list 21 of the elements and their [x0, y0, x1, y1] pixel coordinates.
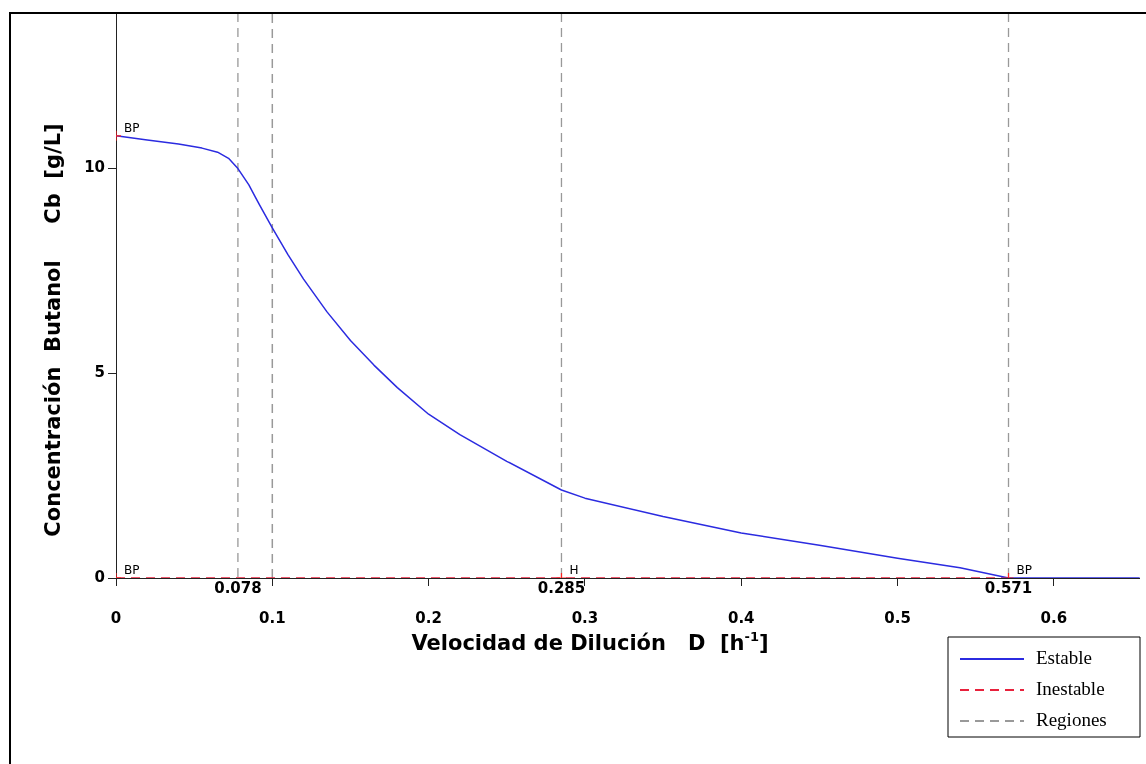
x-tick-label: 0.1 — [259, 608, 286, 627]
y-tick-label: 5 — [94, 363, 105, 382]
y-tick-label: 0 — [94, 567, 105, 586]
annotation: BP — [124, 120, 140, 135]
y-axis-title: Concentración Butanol Cb [g/L] — [41, 123, 66, 537]
ref-line-label: 0.078 — [214, 579, 262, 598]
annotation: BP — [124, 563, 140, 578]
x-tick-label: 0.6 — [1040, 608, 1068, 627]
annotation: H — [569, 563, 579, 578]
legend-label: Estable — [1036, 646, 1092, 668]
ref-line-label: 0.285 — [537, 579, 586, 598]
x-tick-label: 0.2 — [415, 608, 442, 627]
x-tick-label: 0.3 — [571, 608, 599, 627]
x-tick-label: 0.5 — [884, 608, 911, 627]
legend-label: Inestable — [1036, 677, 1105, 699]
legend-label: Regiones — [1036, 708, 1107, 730]
x-tick-label: 0.4 — [727, 608, 755, 627]
annotation: BP — [1016, 563, 1032, 578]
ref-line-label: 0.571 — [984, 579, 1033, 598]
y-tick-label: 10 — [84, 158, 105, 177]
x-tick-label: 0 — [110, 608, 122, 627]
